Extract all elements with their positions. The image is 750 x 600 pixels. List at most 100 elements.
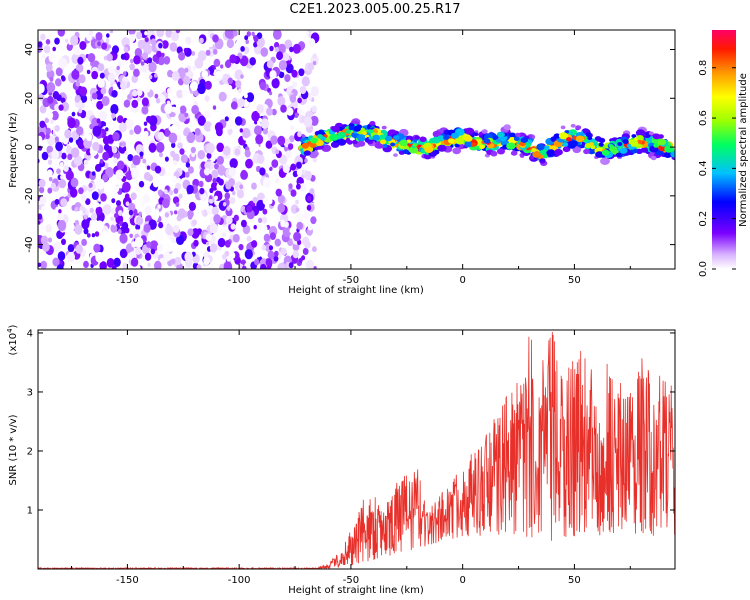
heatmap-cell xyxy=(205,49,211,56)
heatmap-cell xyxy=(587,136,593,141)
heatmap-cell xyxy=(132,89,138,97)
heatmap-cell xyxy=(310,137,318,144)
heatmap-cell xyxy=(185,162,191,168)
heatmap-cell xyxy=(110,104,119,115)
colorbar-tick-label: 0.8 xyxy=(698,60,709,76)
heatmap-cell xyxy=(45,63,53,72)
heatmap-cell xyxy=(157,131,165,140)
heatmap-cell xyxy=(92,141,100,151)
heatmap-cell xyxy=(87,53,96,63)
heatmap-cell xyxy=(101,42,108,50)
heatmap-cell xyxy=(589,142,594,146)
colorbar-tick-label: 0.0 xyxy=(698,261,709,277)
heatmap-cell xyxy=(122,181,131,193)
heatmap-cell xyxy=(209,195,213,200)
heatmap-cell xyxy=(102,230,108,237)
heatmap-cell xyxy=(155,141,165,153)
heatmap-cell xyxy=(141,105,149,115)
heatmap-cell xyxy=(218,178,224,186)
heatmap-cell xyxy=(148,61,157,73)
heatmap-cell xyxy=(142,158,147,164)
x-tick-label: -50 xyxy=(343,575,359,586)
heatmap-cell xyxy=(636,135,644,141)
heatmap-cell xyxy=(253,225,257,230)
heatmap-cell xyxy=(97,41,102,47)
heatmap-cell xyxy=(174,210,178,215)
heatmap-cell xyxy=(158,42,163,49)
heatmap-cell xyxy=(289,228,293,233)
heatmap-cell xyxy=(274,41,280,49)
heatmap-cell xyxy=(277,135,286,146)
heatmap-cell xyxy=(269,232,276,241)
heatmap-cell xyxy=(337,138,347,146)
heatmap-cell xyxy=(196,264,202,269)
heatmap-cell xyxy=(402,149,409,155)
heatmap-cell xyxy=(274,250,279,257)
heatmap-cell xyxy=(269,70,277,80)
heatmap-cell xyxy=(357,140,366,147)
heatmap-cell xyxy=(513,136,520,141)
heatmap-cell xyxy=(303,150,311,156)
heatmap-cell xyxy=(143,171,151,181)
heatmap-cell xyxy=(150,248,156,255)
heatmap-cell xyxy=(297,97,302,104)
heatmap-cell xyxy=(94,231,100,237)
heatmap-cell xyxy=(102,151,110,161)
heatmap-cell xyxy=(222,232,226,237)
heatmap-cell xyxy=(560,125,566,130)
heatmap-cell xyxy=(95,32,103,41)
heatmap-cell xyxy=(58,104,64,111)
heatmap-cell xyxy=(86,69,91,75)
heatmap-cell xyxy=(262,177,272,189)
heatmap-cell xyxy=(190,146,196,154)
heatmap-cell xyxy=(58,179,67,189)
heatmap-cell xyxy=(275,188,282,197)
heatmap-cell xyxy=(90,165,97,173)
heatmap-cell xyxy=(301,76,310,87)
heatmap-cell xyxy=(142,193,151,203)
heatmap-cell xyxy=(228,167,237,177)
heatmap-cell xyxy=(40,260,48,269)
heatmap-cell xyxy=(285,150,292,159)
heatmap-cell xyxy=(154,73,158,78)
heatmap-cell xyxy=(227,130,232,136)
heatmap-cell xyxy=(203,256,211,266)
heatmap-cell xyxy=(173,188,179,194)
heatmap-cell xyxy=(635,148,643,154)
heatmap-cell xyxy=(144,205,152,215)
heatmap-cell xyxy=(114,212,119,219)
heatmap-cell xyxy=(148,74,153,80)
heatmap-cell xyxy=(368,136,374,140)
heatmap-cell xyxy=(38,262,42,267)
heatmap-cell xyxy=(307,195,312,202)
snr-series xyxy=(38,331,675,569)
heatmap-cell xyxy=(650,155,657,161)
heatmap-cell xyxy=(135,247,142,255)
heatmap-cell xyxy=(78,187,84,195)
heatmap-cell xyxy=(268,198,273,205)
heatmap-cell xyxy=(225,181,232,190)
heatmap-cell xyxy=(194,128,201,136)
heatmap-cell xyxy=(253,120,258,125)
heatmap-cell xyxy=(117,61,122,67)
heatmap-cell xyxy=(277,262,286,269)
heatmap-cell xyxy=(184,171,190,178)
heatmap-cell xyxy=(91,233,96,238)
heatmap-cell xyxy=(41,54,46,59)
heatmap-cell xyxy=(57,30,65,37)
heatmap-cell xyxy=(165,224,174,236)
heatmap-cell xyxy=(282,52,290,62)
heatmap-cell xyxy=(124,150,128,156)
heatmap-cell xyxy=(55,78,62,87)
heatmap-cell xyxy=(277,96,286,107)
heatmap-cell xyxy=(123,46,128,53)
heatmap-cell xyxy=(197,150,206,160)
heatmap-cell xyxy=(256,32,263,39)
heatmap-cell xyxy=(210,124,217,132)
heatmap-cell xyxy=(93,243,101,253)
heatmap-cell xyxy=(158,221,164,229)
heatmap-cell xyxy=(52,91,60,100)
heatmap-cell xyxy=(572,146,582,154)
heatmap-cell xyxy=(74,206,79,212)
heatmap-cell xyxy=(287,143,294,150)
